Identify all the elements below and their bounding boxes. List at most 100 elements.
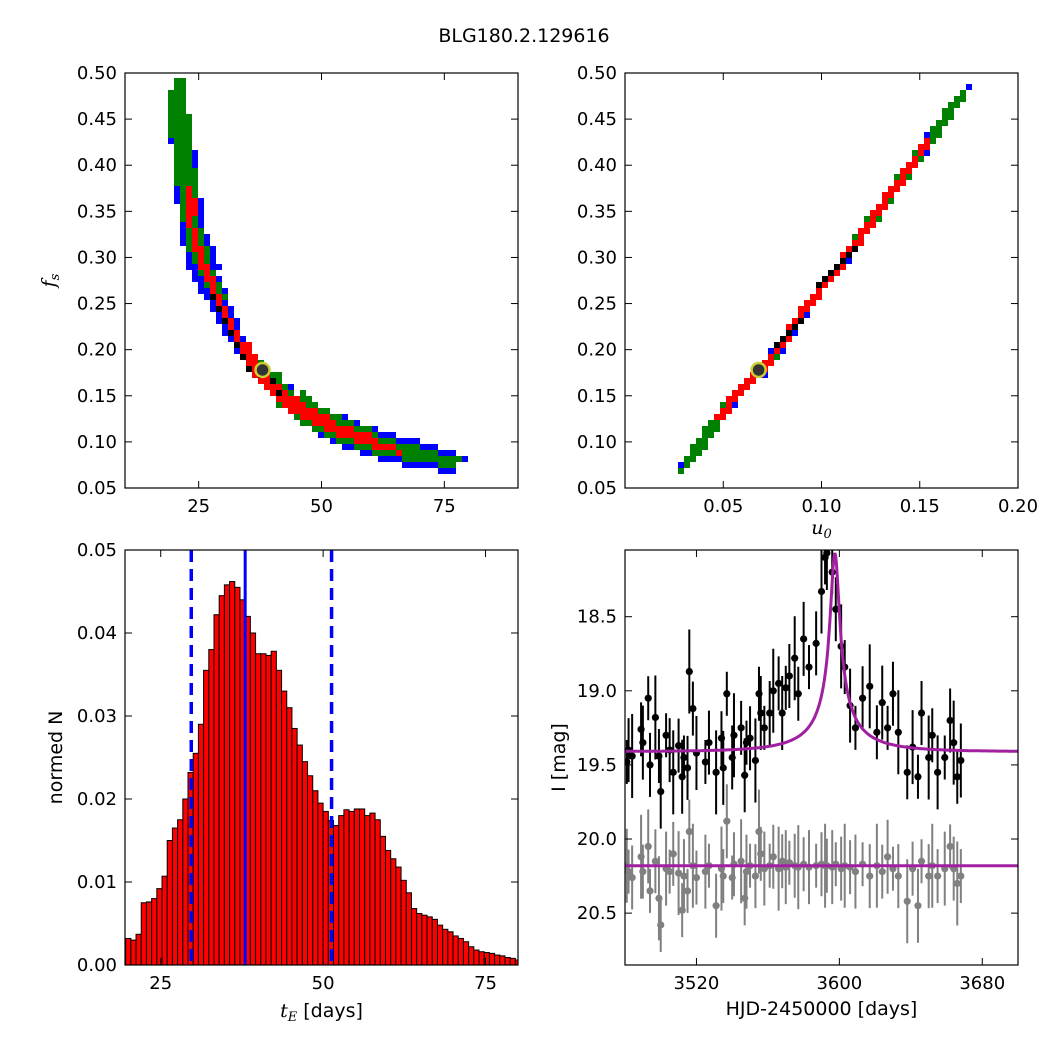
histogram-bar: [374, 819, 381, 966]
density-cell: [180, 180, 186, 186]
histogram-bar: [317, 802, 324, 966]
x-tick-label: 75: [433, 496, 456, 517]
density-cell: [246, 348, 252, 354]
data-point: [639, 868, 647, 876]
density-cell: [858, 240, 864, 246]
y-tick-label: 0.10: [577, 432, 617, 453]
density-cell: [180, 90, 186, 96]
density-cell: [966, 84, 972, 90]
density-cell: [210, 258, 216, 264]
y-axis-label: I [mag]: [548, 723, 570, 792]
density-cell: [396, 444, 402, 450]
density-cell: [390, 456, 396, 462]
best-fit-marker: [254, 361, 271, 379]
density-cell: [336, 420, 342, 426]
data-point: [883, 853, 892, 861]
density-cell: [792, 324, 798, 330]
density-cell: [372, 438, 378, 444]
density-cell: [324, 426, 330, 432]
density-cell: [960, 90, 966, 96]
y-tick-label: 0.25: [577, 294, 617, 315]
density-cell: [900, 168, 906, 174]
data-point: [866, 682, 874, 690]
density-cell: [696, 444, 702, 450]
y-tick-label: 0.05: [577, 478, 617, 499]
density-cell: [180, 234, 186, 240]
density-cell: [918, 156, 924, 162]
density-cell: [324, 420, 330, 426]
density-cell: [438, 456, 444, 462]
axes-frame: [624, 72, 1019, 489]
y-tick-label: 0.45: [577, 109, 617, 130]
density-cell: [774, 354, 780, 360]
density-cell: [186, 126, 192, 132]
data-point: [873, 728, 881, 736]
density-cell: [210, 264, 216, 270]
data-point: [674, 869, 683, 877]
density-cell: [684, 462, 690, 468]
density-cell: [216, 264, 222, 270]
density-cell: [198, 216, 204, 222]
density-cell: [180, 204, 186, 210]
histogram-bar: [130, 939, 137, 966]
data-point: [651, 857, 659, 865]
density-cell: [198, 270, 204, 276]
y-tick-label: 0.20: [77, 340, 117, 361]
density-cell: [330, 432, 336, 438]
data-point: [646, 761, 654, 769]
data-point: [894, 872, 902, 880]
density-cell: [408, 450, 414, 456]
density-cell: [714, 414, 720, 420]
density-cell: [180, 150, 186, 156]
density-cell: [324, 414, 330, 420]
density-cell: [222, 318, 228, 324]
density-cell: [342, 432, 348, 438]
data-point: [757, 850, 765, 858]
histogram-bar: [218, 595, 225, 966]
histogram-bar: [447, 931, 454, 966]
density-cell: [186, 228, 192, 234]
density-cell: [186, 252, 192, 258]
density-cell: [444, 456, 450, 462]
density-cell: [858, 228, 864, 234]
density-cell: [798, 318, 804, 324]
density-cell: [174, 132, 180, 138]
density-cell: [198, 264, 204, 270]
histogram-bar: [301, 761, 309, 966]
density-cell: [870, 210, 876, 216]
density-cell: [348, 432, 354, 438]
data-point: [628, 752, 636, 760]
density-cell: [426, 462, 432, 468]
density-cell: [708, 420, 714, 426]
histogram-bar: [203, 669, 210, 966]
density-cell: [726, 408, 732, 414]
y-tick-label: 0.02: [77, 789, 117, 810]
density-cell: [318, 414, 324, 420]
density-cell: [732, 390, 738, 396]
density-cell: [342, 420, 348, 426]
data-point: [769, 687, 777, 695]
density-cell: [354, 438, 360, 444]
data-point: [737, 724, 745, 732]
density-cell: [714, 426, 720, 432]
density-cell: [282, 402, 288, 408]
density-cell: [906, 174, 912, 180]
density-cell: [252, 360, 258, 366]
histogram-bar: [338, 815, 345, 966]
y-tick-label: 20.0: [577, 829, 617, 850]
density-cell: [174, 144, 180, 150]
density-cell: [696, 438, 702, 444]
data-point: [800, 635, 808, 643]
density-cell: [780, 336, 786, 342]
density-cell: [210, 306, 216, 312]
histogram-bar: [151, 898, 158, 966]
histogram-bar: [213, 614, 220, 966]
model-curve: [625, 552, 1018, 753]
density-cell: [174, 114, 180, 120]
data-point: [858, 694, 867, 702]
histogram-bar: [291, 727, 298, 966]
y-tick-label: 0.30: [577, 247, 617, 268]
density-cell: [432, 444, 438, 450]
density-cell: [186, 120, 192, 126]
